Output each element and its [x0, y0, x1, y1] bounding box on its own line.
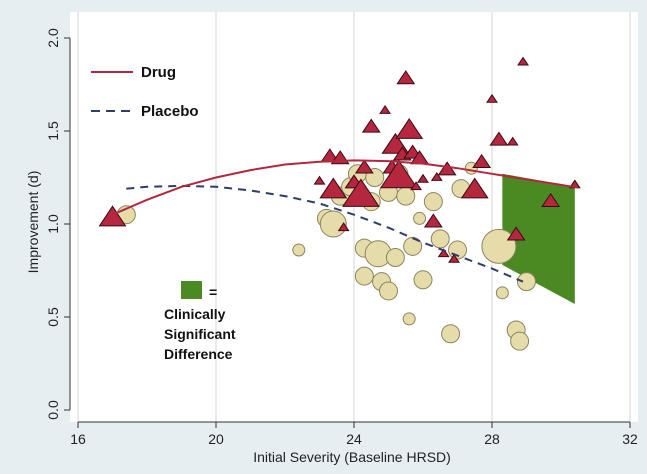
y-axis-title: Improvement (d)	[25, 171, 41, 274]
x-axis-title: Initial Severity (Baseline HRSD)	[253, 449, 451, 465]
fit-lines	[112, 159, 579, 283]
legend-region-equals: =	[209, 284, 217, 300]
drug-point	[460, 177, 489, 199]
placebo-point	[402, 312, 416, 326]
drug-point	[379, 159, 418, 189]
drug-point	[379, 104, 391, 114]
legend-region-line-clinically: Clinically	[164, 306, 226, 322]
placebo-point	[495, 286, 509, 300]
placebo-point	[385, 247, 405, 267]
x-tick-label: 24	[346, 431, 362, 447]
legend-region-swatch	[181, 281, 202, 299]
drug-point	[506, 226, 526, 241]
drug-point	[361, 118, 381, 133]
y-tick-label: 2.0	[45, 28, 61, 48]
placebo-point	[510, 331, 530, 351]
placebo-point	[481, 228, 517, 264]
placebo-point	[441, 324, 461, 344]
legend-drug-label: Drug	[141, 64, 176, 81]
drug-point	[410, 181, 423, 191]
drug-point	[486, 93, 498, 103]
drug-point	[430, 171, 443, 181]
x-tick-label: 20	[208, 431, 224, 447]
drug-point	[541, 192, 561, 208]
x-tick-label: 16	[70, 431, 86, 447]
placebo-point	[292, 243, 306, 257]
drug-point	[313, 175, 326, 185]
drug-point	[319, 177, 348, 199]
placebo-point	[423, 192, 443, 212]
drug-point	[337, 222, 350, 232]
placebo-point	[413, 270, 433, 290]
drug-point	[341, 178, 380, 207]
placebo-point	[517, 272, 536, 292]
placebo-fit-line	[126, 184, 524, 283]
x-ticks: 16 20 24 28 32	[70, 422, 638, 447]
drug-point	[437, 248, 450, 258]
drug-points	[98, 56, 581, 263]
drug-point	[489, 131, 509, 146]
placebo-point	[354, 266, 374, 286]
drug-point	[472, 153, 492, 168]
drug-point	[506, 136, 519, 146]
drug-point	[396, 70, 416, 85]
placebo-point	[403, 236, 423, 256]
y-ticks: 0.0 0.5 1.0 1.5 2.0	[45, 28, 70, 420]
placebo-point	[413, 211, 427, 225]
y-tick-label: 0.0	[45, 400, 61, 420]
y-tick-label: 1.0	[45, 214, 61, 234]
legend-region-line-difference: Difference	[164, 346, 233, 362]
legend: Drug Placebo = Clinically Significant Di…	[91, 64, 236, 362]
legend-placebo-label: Placebo	[141, 103, 199, 120]
drug-fit-line	[112, 159, 579, 216]
drug-point	[448, 253, 460, 263]
drug-point	[395, 118, 424, 139]
x-tick-label: 32	[622, 431, 638, 447]
placebo-point	[430, 229, 450, 249]
placebo-point	[379, 281, 398, 301]
y-tick-label: 1.5	[45, 121, 61, 141]
placebo-point	[319, 210, 347, 238]
grid-lines	[77, 12, 631, 422]
drug-point	[98, 205, 127, 227]
x-tick-label: 28	[484, 431, 500, 447]
drug-point	[417, 173, 429, 183]
drug-point	[423, 213, 443, 228]
drug-point	[354, 159, 374, 174]
drug-point	[517, 56, 529, 66]
y-tick-label: 0.5	[45, 307, 61, 327]
legend-region-line-significant: Significant	[164, 326, 236, 342]
drug-point	[437, 161, 457, 176]
